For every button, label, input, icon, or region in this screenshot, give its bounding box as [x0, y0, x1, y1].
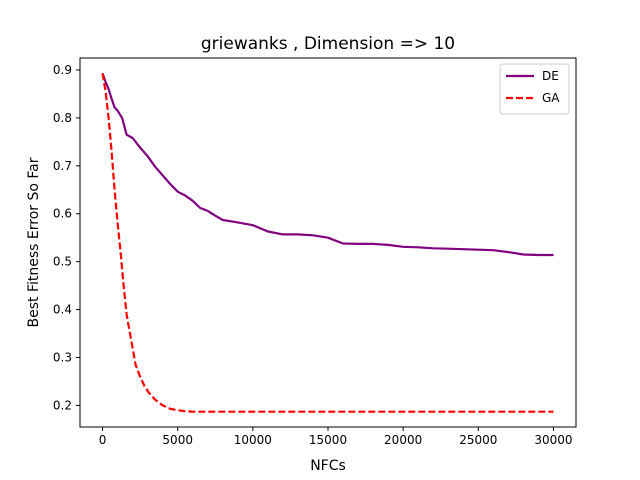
y-axis-title: Best Fitness Error So Far: [26, 157, 42, 327]
series-line-ga: [101, 73, 554, 413]
y-tick-label: 0.4: [53, 303, 72, 317]
x-tick-label: 0: [99, 433, 107, 447]
y-tick-label: 0.6: [53, 207, 72, 221]
y-tick-label: 0.5: [53, 255, 72, 269]
x-tick-label: 5000: [162, 433, 193, 447]
legend-label-de: DE: [542, 69, 559, 83]
plot-area: [101, 72, 554, 413]
series-line-de: [101, 72, 554, 257]
y-tick-label: 0.8: [53, 111, 72, 125]
x-tick-label: 30000: [534, 433, 572, 447]
legend-label-ga: GA: [542, 91, 560, 105]
y-axis: 0.2 0.3 0.4 0.5 0.6 0.7 0.8 0.9: [53, 63, 80, 412]
x-tick-label: 10000: [234, 433, 272, 447]
y-tick-label: 0.2: [53, 398, 72, 412]
legend: DE GA: [499, 63, 570, 115]
y-tick-label: 0.7: [53, 159, 72, 173]
x-tick-label: 25000: [459, 433, 497, 447]
y-tick-label: 0.9: [53, 63, 72, 77]
chart-title: griewanks , Dimension => 10: [201, 34, 455, 54]
x-axis: 0 5000 10000 15000 20000 25000 30000: [99, 427, 573, 447]
y-tick-label: 0.3: [53, 351, 72, 365]
x-axis-title: NFCs: [310, 458, 346, 474]
x-tick-label: 15000: [309, 433, 347, 447]
x-tick-label: 20000: [384, 433, 422, 447]
